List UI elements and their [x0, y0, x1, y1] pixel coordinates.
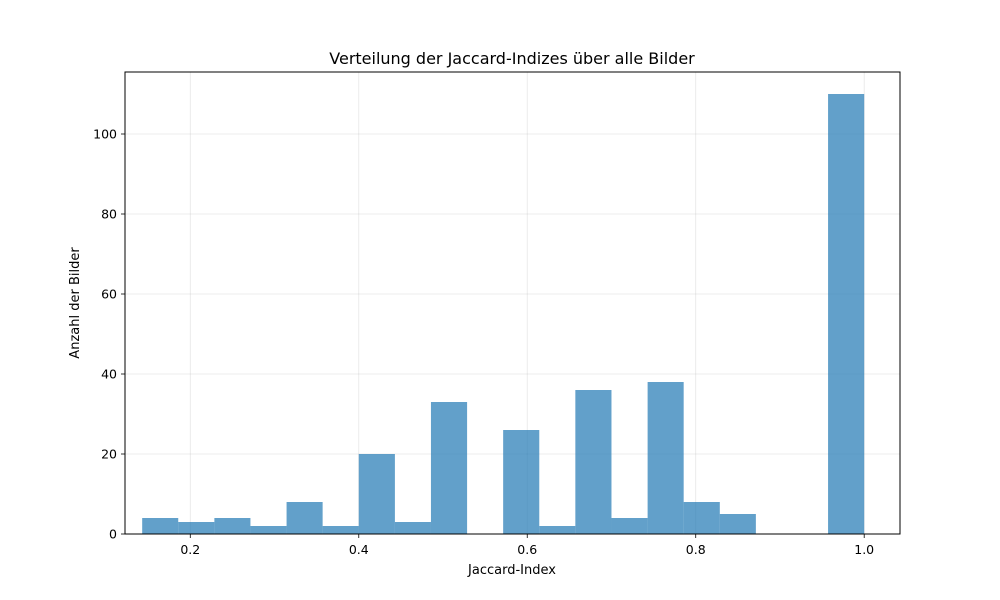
y-axis-ticks: 0 20 40 60 80 100 [93, 127, 125, 542]
y-tick-label: 60 [101, 287, 117, 302]
grid-lines [125, 72, 900, 535]
histogram-bar [394, 522, 431, 534]
x-tick-label: 0.2 [180, 542, 200, 557]
histogram-bar [214, 518, 251, 534]
x-axis-ticks: 0.2 0.4 0.6 0.8 1.0 [180, 534, 874, 557]
x-tick-label: 0.6 [517, 542, 537, 557]
y-tick-label: 0 [109, 527, 117, 542]
histogram-bars [142, 94, 865, 534]
x-tick-label: 0.8 [686, 542, 706, 557]
histogram-bar [683, 502, 720, 534]
histogram-bar [503, 430, 540, 534]
y-tick-label: 20 [101, 447, 117, 462]
histogram-bar [611, 518, 648, 534]
histogram-bar [647, 382, 684, 534]
y-axis-label: Anzahl der Bilder [68, 247, 83, 359]
histogram-bar [430, 402, 468, 534]
histogram-bar [358, 454, 395, 534]
histogram-bar [142, 518, 179, 534]
x-tick-label: 1.0 [854, 542, 874, 557]
x-tick-label: 0.4 [349, 542, 369, 557]
y-tick-label: 80 [101, 207, 117, 222]
histogram-bar [539, 526, 576, 534]
histogram-bar [719, 514, 756, 534]
histogram-bar [828, 94, 865, 534]
chart-title: Verteilung der Jaccard-Indizes über alle… [329, 49, 695, 68]
histogram-bar [575, 390, 612, 534]
histogram-bar [286, 502, 323, 534]
x-axis-label: Jaccard-Index [467, 563, 556, 578]
histogram-bar [178, 522, 215, 534]
plot-frame [124, 71, 901, 535]
histogram-bar [250, 526, 287, 534]
histogram-bar [322, 526, 359, 534]
y-tick-label: 40 [101, 367, 117, 382]
y-tick-label: 100 [93, 127, 117, 142]
